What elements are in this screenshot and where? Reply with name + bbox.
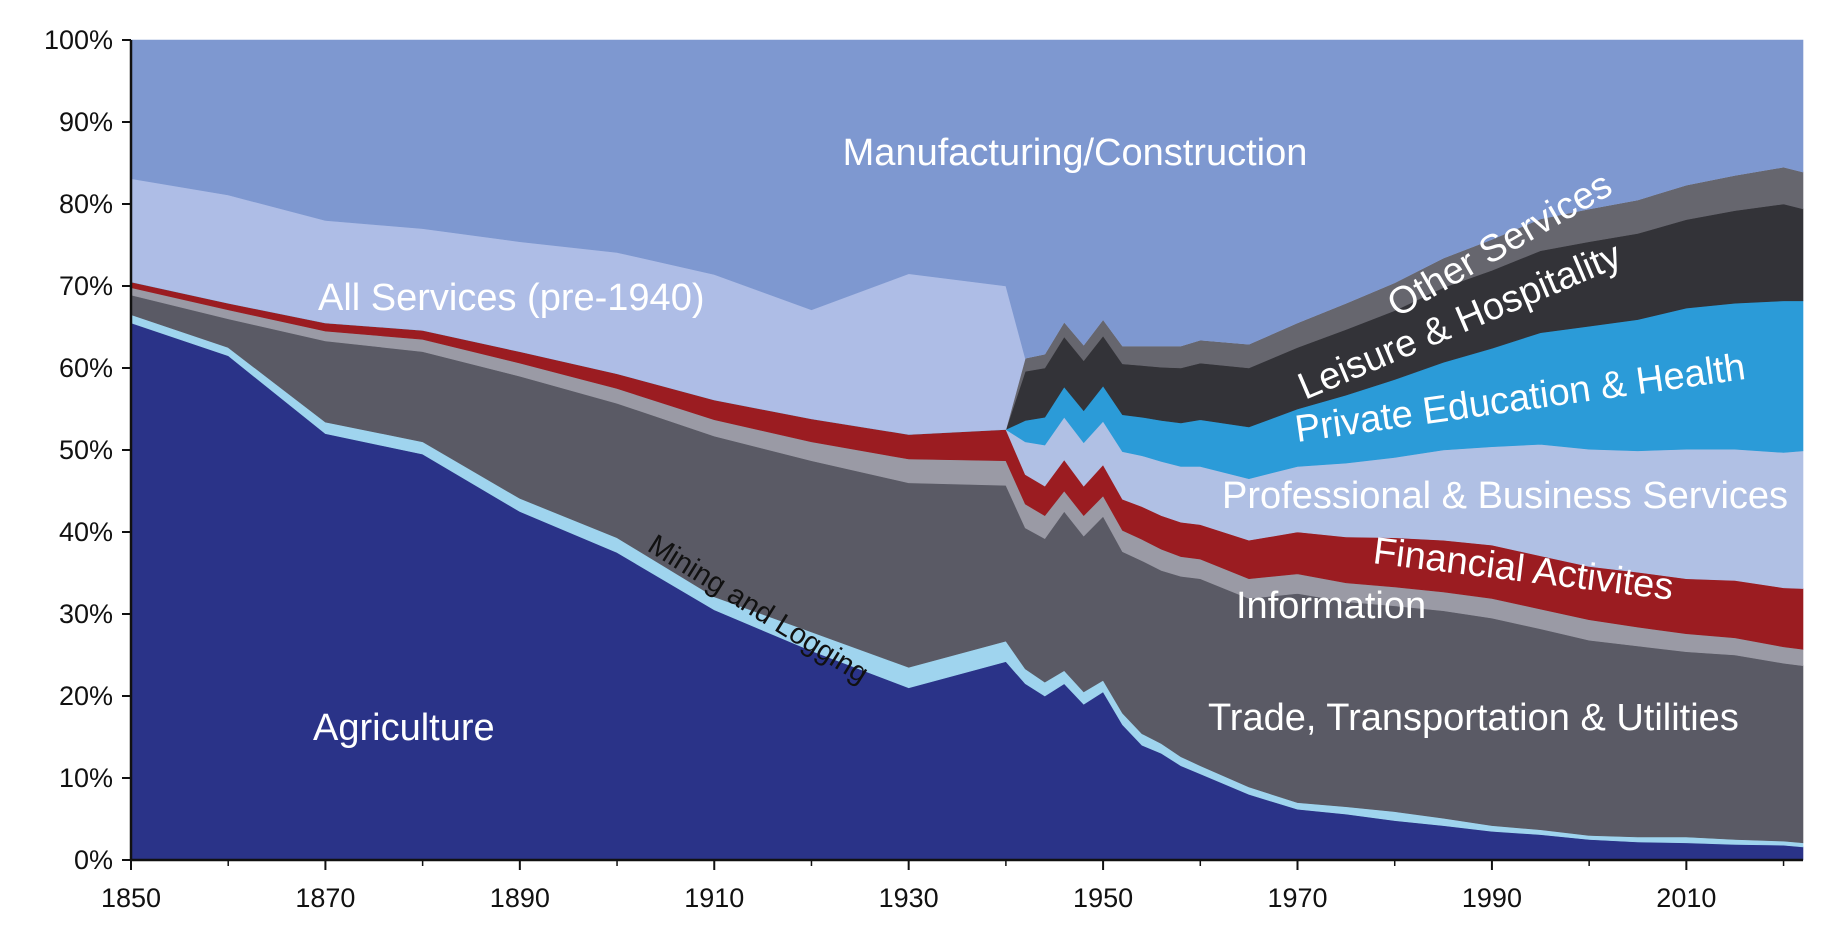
area-layers [130,39,1804,861]
y-tick-label: 20% [59,681,113,711]
y-tick-group: 0% 10% 20% 30% 40% 50% 60% 70% 80% 90% 100% [44,25,131,875]
label-agriculture: Agriculture [313,707,495,749]
y-tick-label: 60% [59,353,113,383]
y-tick-label: 0% [74,845,113,875]
y-tick-label: 50% [59,435,113,465]
area-manufacturing-construction [130,39,1804,359]
label-professional-business-services: Professional & Business Services [1222,475,1788,517]
x-tick-label: 1950 [1073,883,1133,913]
label-trade-transportation-utilities: Trade, Transportation & Utilities [1208,697,1739,739]
label-all-services-pre-1940: All Services (pre-1940) [318,277,704,319]
x-tick-label: 1970 [1267,883,1327,913]
y-tick-label: 10% [59,763,113,793]
y-tick-label: 80% [59,189,113,219]
y-tick-label: 70% [59,271,113,301]
x-tick-label: 1890 [490,883,550,913]
y-tick-label: 90% [59,107,113,137]
y-tick-label: 30% [59,599,113,629]
y-tick-label: 100% [44,25,113,55]
x-tick-label: 2010 [1656,883,1716,913]
x-tick-group: 1850 1870 1890 1910 1930 1950 1970 1990 2010 [101,860,1785,913]
x-tick-label: 1930 [879,883,939,913]
x-tick-label: 1850 [101,883,161,913]
x-tick-label: 1870 [295,883,355,913]
x-tick-label: 1910 [684,883,744,913]
y-tick-label: 40% [59,517,113,547]
label-manufacturing-construction: Manufacturing/Construction [843,132,1308,174]
label-information: Information [1236,585,1426,627]
x-tick-label: 1990 [1462,883,1522,913]
